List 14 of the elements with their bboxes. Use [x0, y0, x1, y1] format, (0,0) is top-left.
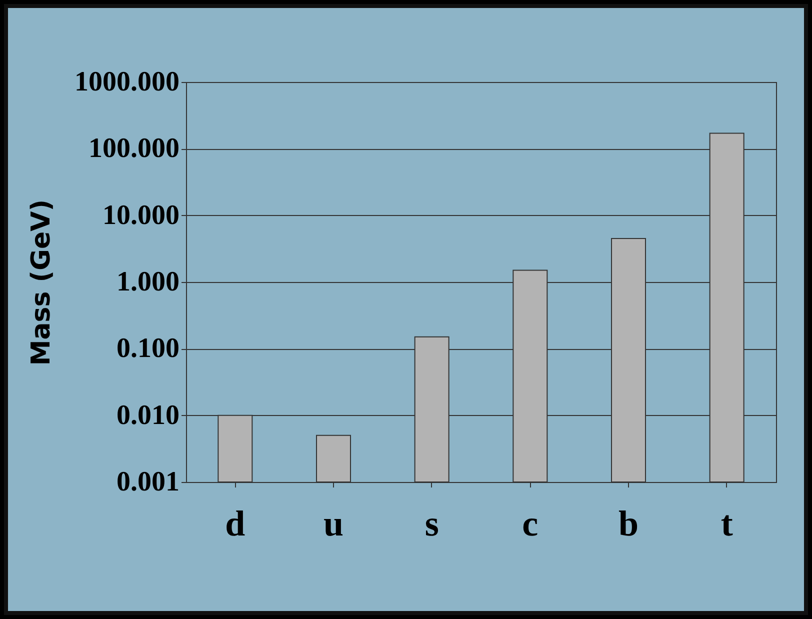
y-tick-label: 1.000 [116, 266, 180, 298]
x-tick-label: u [323, 504, 344, 544]
x-tick-label: t [720, 504, 733, 544]
x-tick-label: b [618, 504, 639, 544]
y-tick-label: 0.100 [116, 333, 180, 364]
y-tick-label: 10.000 [102, 200, 180, 231]
y-tick-label: 1000.000 [74, 66, 180, 98]
x-tick-label: d [225, 504, 246, 544]
x-tick-label: s [424, 504, 439, 544]
y-tick-label: 0.010 [116, 400, 180, 431]
y-tick-label: 0.001 [116, 466, 180, 498]
y-axis-title: Mass (GeV) [26, 199, 56, 366]
x-tick-label: c [522, 504, 538, 544]
y-tick-label: 100.000 [88, 133, 180, 164]
